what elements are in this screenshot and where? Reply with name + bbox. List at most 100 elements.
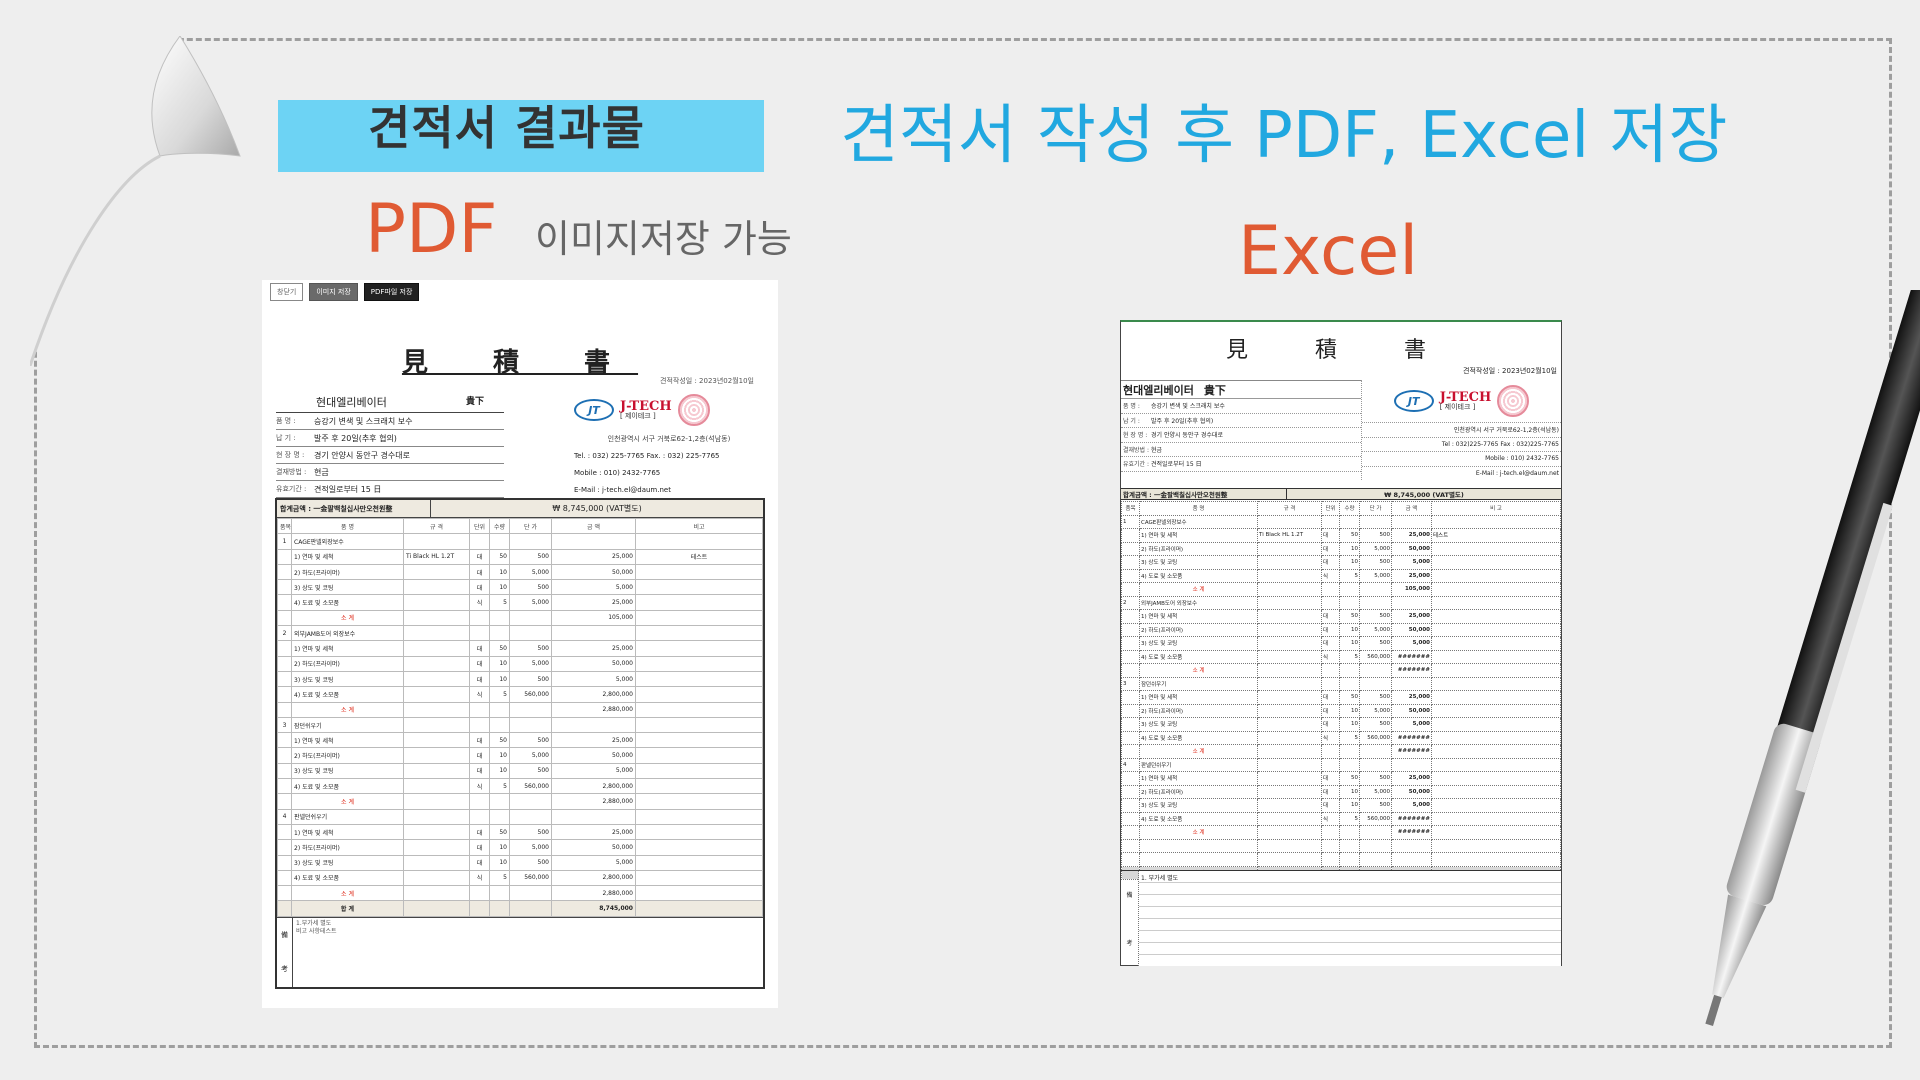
- table-row: 1) 연마 및 세척 대 50 500 25,000: [1121, 771, 1561, 786]
- empty-cell: [277, 609, 292, 627]
- item-price: 5,000: [509, 839, 552, 856]
- item-price: 500: [1359, 690, 1392, 705]
- item-name: 3) 상도 및 코팅: [291, 670, 404, 688]
- item-note: [1431, 798, 1561, 813]
- table-row: 2 외부JAMB도어 외장보수: [1121, 595, 1561, 610]
- group-number: 2: [277, 625, 292, 642]
- item-note: [635, 854, 763, 871]
- item-unit: 대: [469, 670, 490, 688]
- company-mobile: Mobile : 010) 2432-7765: [574, 468, 661, 477]
- table-row: 소 계 2,880,000: [277, 701, 763, 718]
- info-key: 유효기간 :: [276, 485, 307, 493]
- column-header: 단 가: [509, 517, 552, 535]
- item-qty: 50: [489, 640, 510, 657]
- item-amount: 25,000: [551, 823, 636, 841]
- excel-remarks: 備 考 1. 부가세 별도: [1121, 870, 1561, 966]
- table-row: 소 계 #######: [1121, 825, 1561, 840]
- item-qty: 10: [489, 563, 510, 581]
- column-header: 규 격: [1257, 501, 1322, 516]
- close-window-button[interactable]: 창닫기: [270, 283, 304, 301]
- item-amount: #######: [1391, 811, 1432, 826]
- empty-cell: [1339, 757, 1360, 772]
- column-header: 품 명: [291, 517, 404, 535]
- group-number: 4: [1121, 757, 1140, 772]
- excel-client-block: 현대엘리베이터 貴下 품 명 : 승강기 변색 및 스크래치 보수 납 기 : 발주 …: [1121, 380, 1361, 472]
- empty-cell: [1359, 757, 1392, 772]
- empty-cell: [1121, 663, 1140, 678]
- item-spec: [1257, 784, 1322, 799]
- item-unit: 식: [469, 869, 490, 887]
- jt-logo-icon: JT: [574, 399, 614, 421]
- table-row: 2) 하도(프라이머) 대 10 5,000 50,000: [277, 655, 763, 672]
- save-pdf-button[interactable]: PDF파일 저장: [363, 283, 420, 301]
- item-qty: 10: [489, 854, 510, 871]
- item-amount: 50,000: [1391, 541, 1432, 556]
- item-amount: 50,000: [551, 655, 636, 672]
- save-image-button[interactable]: 이미지 저장: [309, 283, 358, 301]
- item-name: 1) 연마 및 세척: [291, 732, 404, 749]
- item-price: 500: [509, 762, 552, 780]
- empty-cell: [635, 808, 763, 825]
- item-name: 4) 도료 및 소모품: [1139, 811, 1258, 826]
- empty-cell: [1121, 730, 1140, 745]
- empty-cell: [277, 839, 292, 856]
- item-note: 테스트: [635, 548, 763, 565]
- empty-cell: [403, 533, 470, 550]
- table-row: 합 계 8,745,000: [277, 900, 763, 917]
- table-row: 3) 상도 및 코팅 대 10 500 5,000: [1121, 798, 1561, 813]
- table-row: 소 계 105,000: [277, 609, 763, 627]
- item-name: 3) 상도 및 코팅: [291, 762, 404, 780]
- empty-cell: [635, 900, 763, 917]
- item-note: [635, 563, 763, 581]
- item-name: 4) 도료 및 소모품: [291, 869, 404, 887]
- empty-cell: [1391, 514, 1432, 529]
- empty-cell: [509, 793, 552, 810]
- item-amount: 5,000: [551, 579, 636, 596]
- excel-remarks-text: 1. 부가세 별도: [1139, 871, 1561, 966]
- item-price: 500: [1359, 609, 1392, 624]
- empty-cell: [509, 625, 552, 642]
- info-row: 결재방법 : 현금: [1121, 443, 1361, 457]
- item-unit: 대: [469, 579, 490, 596]
- item-spec: Ti Black HL 1.2T: [403, 548, 470, 565]
- subtotal-label: 소 계: [1139, 744, 1258, 759]
- item-name: 3) 상도 및 코팅: [291, 579, 404, 596]
- item-name: 4) 도료 및 소모품: [291, 778, 404, 795]
- empty-cell: [509, 533, 552, 550]
- item-spec: [1257, 703, 1322, 718]
- item-amount: 25,000: [1391, 771, 1432, 786]
- item-amount: 50,000: [551, 563, 636, 581]
- item-unit: 대: [1321, 690, 1340, 705]
- empty-cell: [489, 701, 510, 718]
- empty-cell: [1121, 784, 1140, 799]
- excel-company-name-text: J-TECH: [1439, 390, 1492, 405]
- table-row: 3) 상도 및 코팅 대 10 500 5,000: [1121, 717, 1561, 732]
- table-row: 4) 도료 및 소모품 식 5 5,000 25,000: [277, 594, 763, 611]
- item-qty: 50: [489, 823, 510, 841]
- column-header: 비고: [635, 517, 763, 535]
- empty-cell: [1359, 838, 1392, 853]
- subtotal-label: 소 계: [291, 885, 404, 902]
- table-row: 3) 상도 및 코팅 대 10 500 5,000: [1121, 636, 1561, 651]
- empty-cell: [277, 778, 292, 795]
- company-logo: JT J-TECH [ 제이테크 ]: [574, 390, 764, 430]
- item-unit: 대: [1321, 622, 1340, 637]
- item-spec: [403, 655, 470, 672]
- item-unit: 대: [1321, 528, 1340, 543]
- empty-cell: [469, 625, 490, 642]
- table-row: 4 판넬던쉬우기: [1121, 757, 1561, 772]
- empty-cell: [489, 793, 510, 810]
- item-amount: 5,000: [551, 762, 636, 780]
- remark-line: 1.부가세 별도: [296, 919, 332, 927]
- item-spec: [403, 594, 470, 611]
- item-note: [635, 778, 763, 795]
- item-unit: 대: [469, 655, 490, 672]
- empty-cell: [469, 793, 490, 810]
- subtotal-label: 소 계: [1139, 825, 1258, 840]
- empty-cell: [1257, 757, 1322, 772]
- item-note: [1431, 703, 1561, 718]
- empty-cell: [1121, 865, 1140, 880]
- empty-cell: [635, 885, 763, 902]
- item-unit: 대: [469, 747, 490, 764]
